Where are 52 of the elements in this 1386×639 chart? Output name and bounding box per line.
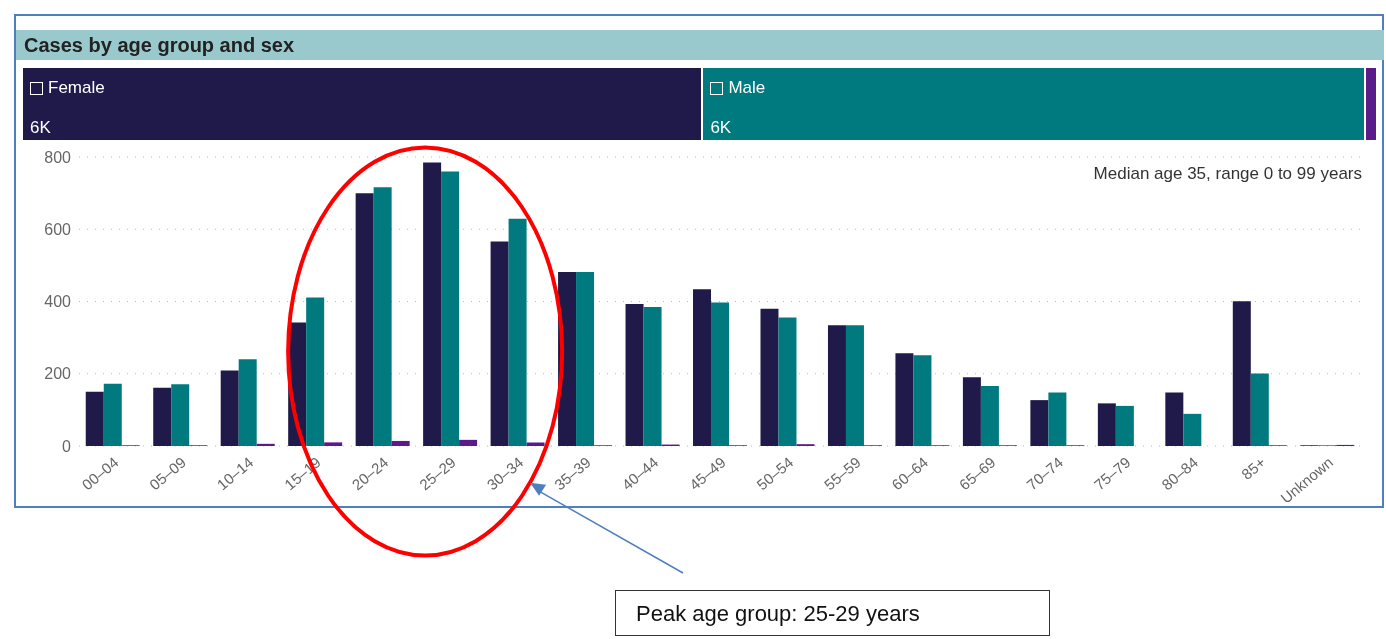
- bar: [526, 442, 545, 446]
- bar: [1115, 405, 1134, 446]
- bar: [324, 442, 343, 446]
- bar: [962, 377, 981, 446]
- bar: [391, 440, 410, 446]
- bar: [845, 325, 864, 446]
- bar: [1097, 403, 1116, 446]
- bar: [980, 386, 999, 446]
- bar: [643, 306, 662, 446]
- text: Peak age group: 25-29 years: [615, 590, 1050, 636]
- bar: [1030, 400, 1049, 446]
- bar: [711, 302, 730, 446]
- y-tick-label: 400: [44, 293, 72, 311]
- bar: [1165, 392, 1184, 446]
- bar: [913, 355, 932, 446]
- bar: [220, 370, 239, 446]
- bar: [693, 289, 712, 446]
- bar: [490, 241, 509, 446]
- bar: [1183, 413, 1202, 446]
- bar: [238, 359, 257, 446]
- bar: [171, 384, 190, 446]
- bar: [508, 218, 527, 446]
- chart-title: Cases by age group and sex: [16, 30, 1384, 60]
- legend-label: Female: [48, 78, 105, 98]
- text: 6K: [710, 118, 732, 138]
- bar: [1250, 373, 1269, 446]
- y-tick-label: 800: [44, 148, 72, 166]
- bar: [827, 325, 846, 446]
- y-tick-label: 0: [62, 437, 72, 455]
- bar: [459, 439, 478, 446]
- bar: [256, 443, 275, 446]
- bar: [778, 317, 797, 446]
- bar: [153, 387, 172, 446]
- bar: [423, 162, 442, 446]
- y-tick-label: 200: [44, 365, 72, 383]
- bar: [625, 304, 644, 446]
- bar: [355, 193, 374, 446]
- legend-label: Male: [728, 78, 766, 98]
- bar: [1232, 301, 1251, 446]
- y-tick-label: 600: [44, 220, 72, 238]
- bar: [1048, 392, 1067, 446]
- annotation: Median age 35, range 0 to 99 years: [1093, 164, 1362, 184]
- x-tick-label: 85+: [1238, 453, 1269, 483]
- text: 6K: [30, 118, 51, 138]
- bar: [760, 308, 779, 446]
- bar: [306, 297, 325, 446]
- bar: [85, 391, 104, 446]
- bar: [103, 383, 122, 446]
- bar: [373, 187, 392, 446]
- bar: [895, 353, 914, 446]
- bar: [441, 171, 460, 446]
- bar: [576, 271, 595, 446]
